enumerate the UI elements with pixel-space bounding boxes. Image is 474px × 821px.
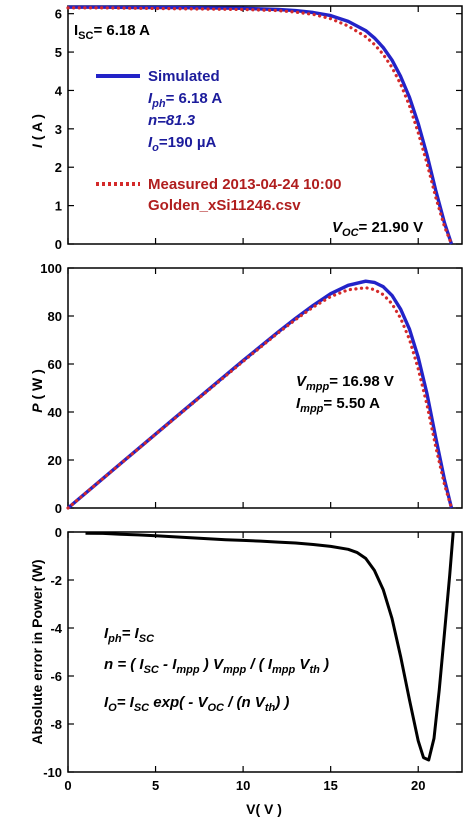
equation-iph: Iph= ISC — [104, 625, 155, 645]
series-measured-line — [66, 286, 454, 510]
panel1-ylabel: I ( A ) — [29, 114, 45, 148]
x-tick-label: 5 — [152, 778, 159, 793]
x-tick-label: 10 — [236, 778, 250, 793]
y-tick-label: 80 — [48, 309, 62, 324]
x-axis-label: V( V ) — [246, 801, 282, 817]
y-tick-label: 0 — [55, 525, 62, 540]
x-tick-label: 0 — [64, 778, 71, 793]
legend-n: n=81.3 — [148, 112, 196, 129]
y-tick-label: 3 — [55, 122, 62, 137]
legend-simulated-label: Simulated — [148, 68, 220, 85]
series-power-error-line — [85, 531, 455, 762]
voc-label: VOC= 21.90 V — [332, 219, 423, 239]
equation-io: IO= ISC exp( - VOC / (n Vth) ) — [104, 694, 289, 714]
series-measured-line — [66, 6, 454, 246]
legend-io: Io=190 µA — [148, 134, 217, 154]
panel-3: 0 5 10 15 20 -10 -8 -6 -4 -2 0 — [43, 525, 463, 793]
legend-measured-label: Measured 2013-04-24 10:00 — [148, 176, 341, 193]
panel-1-frame — [67, 5, 463, 245]
y-tick-label: -2 — [50, 573, 62, 588]
y-tick-label: 100 — [40, 261, 62, 276]
x-tick-label: 15 — [323, 778, 337, 793]
panel-3-frame — [67, 531, 463, 773]
y-tick-label: 40 — [48, 405, 62, 420]
vmpp-label: Vmpp= 16.98 V — [296, 373, 394, 393]
y-tick-label: 6 — [55, 7, 62, 22]
series-simulated-line — [66, 279, 454, 510]
panel2-ylabel: P ( W ) — [29, 369, 45, 413]
x-tick-label: 20 — [411, 778, 425, 793]
y-tick-label: 60 — [48, 357, 62, 372]
y-tick-label: 0 — [55, 501, 62, 516]
y-tick-label: -6 — [50, 669, 62, 684]
y-tick-label: 5 — [55, 45, 62, 60]
panel3-ylabel: Absolute error in Power (W) — [29, 559, 45, 744]
y-tick-label: 2 — [55, 160, 62, 175]
y-tick-label: 0 — [55, 237, 62, 252]
panel-2: 0 20 40 60 80 100 — [40, 261, 463, 516]
impp-label: Impp= 5.50 A — [296, 395, 380, 415]
equation-n: n = ( ISC - Impp ) Vmpp / ( Impp Vth ) — [104, 656, 329, 676]
y-tick-label: -8 — [50, 717, 62, 732]
y-tick-label: 4 — [55, 83, 63, 98]
legend-measured-file: Golden_xSi11246.csv — [148, 197, 301, 214]
isc-label: ISC= 6.18 A — [74, 22, 150, 42]
y-tick-label: 1 — [55, 199, 62, 214]
legend-iph: Iph= 6.18 A — [148, 90, 222, 110]
panel-2-frame — [67, 267, 463, 509]
y-tick-label: 20 — [48, 453, 62, 468]
y-tick-label: -4 — [50, 621, 62, 636]
panel-1: 0 1 2 3 4 5 6 — [55, 5, 463, 252]
isc-value: = 6.18 A — [93, 22, 150, 39]
y-tick-label: -10 — [43, 765, 62, 780]
